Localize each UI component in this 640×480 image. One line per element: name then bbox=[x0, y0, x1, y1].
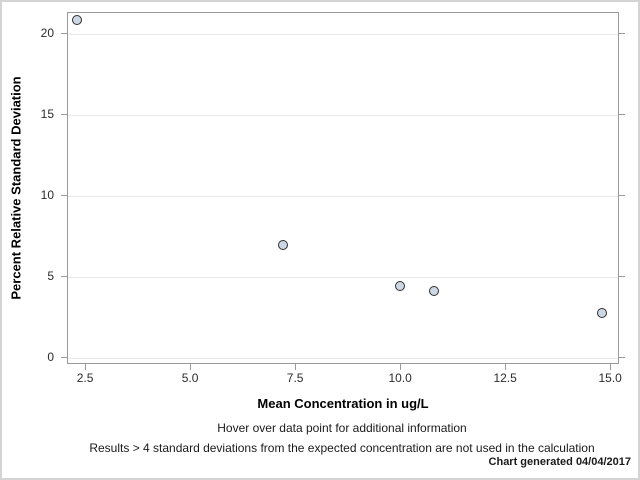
y-tick-mark-right bbox=[619, 276, 625, 278]
y-tick-mark-left bbox=[61, 195, 67, 197]
y-tick-mark-right bbox=[619, 357, 625, 359]
y-tick-label: 20 bbox=[40, 26, 54, 41]
footnote-exclusion-note: Results > 4 standard deviations from the… bbox=[89, 441, 595, 455]
x-tick-mark bbox=[190, 364, 192, 370]
x-tick-mark bbox=[400, 364, 402, 370]
plot-area bbox=[67, 12, 619, 364]
footnote-hover-hint: Hover over data point for additional inf… bbox=[217, 421, 467, 435]
y-tick-label: 0 bbox=[47, 350, 54, 365]
x-tick-mark bbox=[610, 364, 612, 370]
y-tick-mark-left bbox=[61, 33, 67, 35]
x-tick-label: 10.0 bbox=[388, 371, 412, 385]
y-gridline bbox=[68, 358, 618, 360]
x-tick-mark bbox=[85, 364, 87, 370]
y-tick-mark-left bbox=[61, 276, 67, 278]
x-tick-mark bbox=[505, 364, 507, 370]
data-point[interactable] bbox=[395, 280, 406, 291]
y-tick-label: 15 bbox=[40, 107, 54, 122]
y-tick-mark-left bbox=[61, 357, 67, 359]
y-gridline bbox=[68, 277, 618, 279]
x-tick-label: 7.5 bbox=[286, 371, 304, 385]
y-gridline bbox=[68, 34, 618, 36]
x-tick-label: 5.0 bbox=[181, 371, 199, 385]
chart-generated-date: Chart generated 04/04/2017 bbox=[488, 456, 631, 468]
data-point[interactable] bbox=[596, 308, 607, 319]
y-tick-mark-right bbox=[619, 195, 625, 197]
data-point[interactable] bbox=[428, 285, 439, 296]
y-gridline bbox=[68, 196, 618, 198]
x-tick-label: 2.5 bbox=[76, 371, 94, 385]
data-point[interactable] bbox=[71, 15, 82, 26]
x-axis-title: Mean Concentration in ug/L bbox=[257, 396, 429, 411]
y-tick-label: 5 bbox=[47, 269, 54, 284]
y-tick-mark-right bbox=[619, 33, 625, 35]
y-tick-label: 10 bbox=[40, 188, 54, 203]
y-tick-mark-left bbox=[61, 114, 67, 116]
x-tick-mark bbox=[295, 364, 297, 370]
x-tick-label: 15.0 bbox=[598, 371, 622, 385]
y-gridline bbox=[68, 115, 618, 117]
y-tick-mark-right bbox=[619, 114, 625, 116]
data-point[interactable] bbox=[277, 240, 288, 251]
x-tick-label: 12.5 bbox=[493, 371, 517, 385]
